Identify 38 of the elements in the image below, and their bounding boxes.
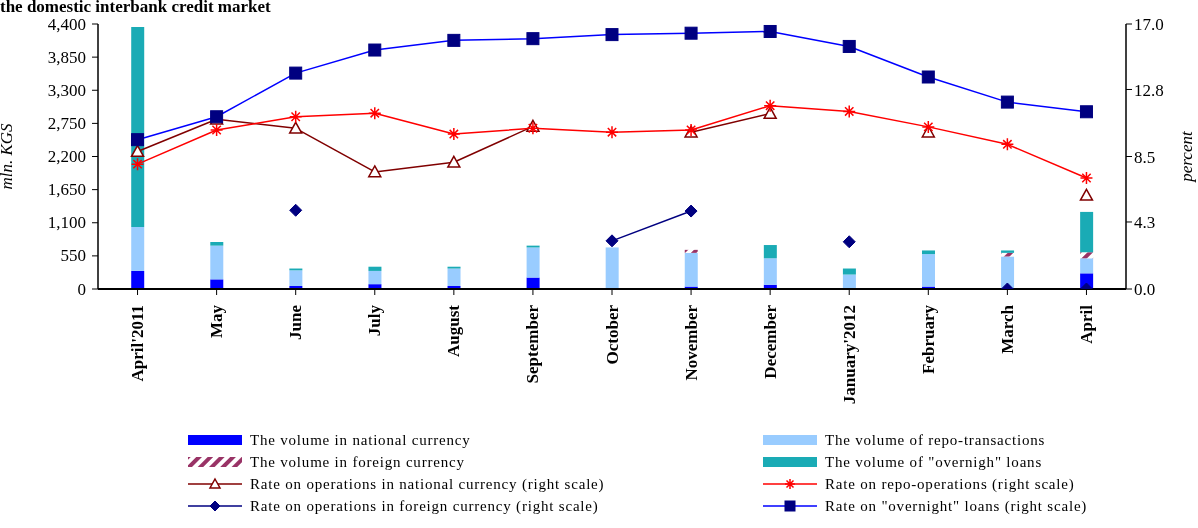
y2-tick-label: 0.0 <box>1134 280 1156 300</box>
y2-axis-title: percent <box>1177 130 1197 183</box>
legend-label: Rate on "overnight" loans (right scale) <box>825 497 1088 515</box>
x-tick-label: February <box>918 304 938 374</box>
y2-tick-label: 12.8 <box>1134 80 1164 100</box>
y-tick-label: 3,300 <box>47 80 86 100</box>
legend-label: Rate on operations in national currency (right scale) <box>250 475 605 493</box>
legend-label: Rate on repo-operations (right scale) <box>825 475 1075 493</box>
x-tick-label: November <box>681 304 701 381</box>
chart-title: the domestic interbank credit market <box>0 0 271 16</box>
x-tick-label: April'2011 <box>128 305 148 382</box>
y2-tick-label: 8.5 <box>1134 147 1156 167</box>
y-tick-label: 550 <box>60 246 86 266</box>
y-tick-label: 0 <box>77 279 86 299</box>
legend-label: The volume in foreign currency <box>250 453 465 471</box>
x-tick-label: March <box>997 304 1017 354</box>
y-tick-label: 3,850 <box>47 47 86 67</box>
y2-tick-label: 17.0 <box>1134 15 1164 35</box>
x-tick-label: December <box>760 304 780 379</box>
x-tick-label: August <box>444 304 464 357</box>
y-tick-label: 2,200 <box>47 147 86 166</box>
legend-label: The volume of repo-transactions <box>825 431 1046 449</box>
x-tick-label: January'2012 <box>839 305 859 405</box>
y2-tick-label: 4.3 <box>1134 213 1156 233</box>
x-tick-label: April <box>1076 304 1096 344</box>
x-tick-label: June <box>286 304 306 340</box>
legend-label: The volume of "overnigh" loans <box>825 453 1043 471</box>
x-tick-label: September <box>523 304 543 384</box>
y-axis-title: mln. KGS <box>0 122 17 190</box>
y-tick-label: 1,100 <box>47 213 86 233</box>
legend-label: The volume in national currency <box>250 431 471 449</box>
legend-label: Rate on operations in foreign currency (right scale) <box>250 497 599 515</box>
y-tick-label: 1,650 <box>47 180 86 200</box>
x-tick-label: July <box>365 304 385 337</box>
x-tick-label: October <box>602 304 622 365</box>
y-tick-label: 4,400 <box>47 14 86 34</box>
y-tick-label: 2,750 <box>47 113 86 133</box>
x-tick-label: May <box>207 304 227 339</box>
